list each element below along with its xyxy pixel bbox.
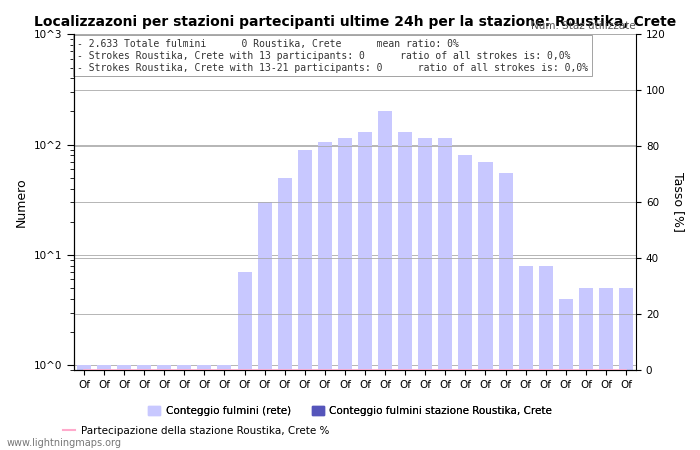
Bar <box>458 155 472 450</box>
Bar <box>479 162 493 450</box>
Bar <box>177 365 191 450</box>
Bar <box>418 138 433 450</box>
Bar <box>197 365 211 450</box>
Legend: Partecipazione della stazione Roustika, Crete %: Partecipazione della stazione Roustika, … <box>59 422 333 440</box>
Bar <box>599 288 613 450</box>
Bar <box>358 132 372 450</box>
Y-axis label: Numero: Numero <box>15 177 28 227</box>
Bar <box>559 299 573 450</box>
Bar <box>278 178 292 450</box>
Bar <box>117 365 131 450</box>
Bar <box>539 266 553 450</box>
Bar <box>237 272 251 450</box>
Bar <box>218 365 232 450</box>
Text: Num. Staz utilizzate: Num. Staz utilizzate <box>531 21 636 31</box>
Title: Localizzazoni per stazioni partecipanti ultime 24h per la stazione: Roustika, Cr: Localizzazoni per stazioni partecipanti … <box>34 15 676 29</box>
Bar <box>338 138 352 450</box>
Bar <box>579 288 593 450</box>
Bar <box>298 150 312 450</box>
Text: www.lightningmaps.org: www.lightningmaps.org <box>7 438 122 448</box>
Text: - 2.633 Totale fulmini      0 Roustika, Crete      mean ratio: 0%
- Strokes Rous: - 2.633 Totale fulmini 0 Roustika, Crete… <box>77 39 588 72</box>
Bar <box>619 288 633 450</box>
Bar <box>137 365 151 450</box>
Bar <box>77 365 91 450</box>
Bar <box>258 202 272 450</box>
Bar <box>318 142 332 450</box>
Bar <box>519 266 533 450</box>
Bar <box>158 365 172 450</box>
Bar <box>378 112 392 450</box>
Bar <box>398 132 412 450</box>
Bar <box>438 138 452 450</box>
Bar <box>97 365 111 450</box>
Legend: Conteggio fulmini (rete), Conteggio fulmini stazione Roustika, Crete: Conteggio fulmini (rete), Conteggio fulm… <box>144 402 556 420</box>
Y-axis label: Tasso [%]: Tasso [%] <box>672 172 685 232</box>
Bar <box>498 173 512 450</box>
